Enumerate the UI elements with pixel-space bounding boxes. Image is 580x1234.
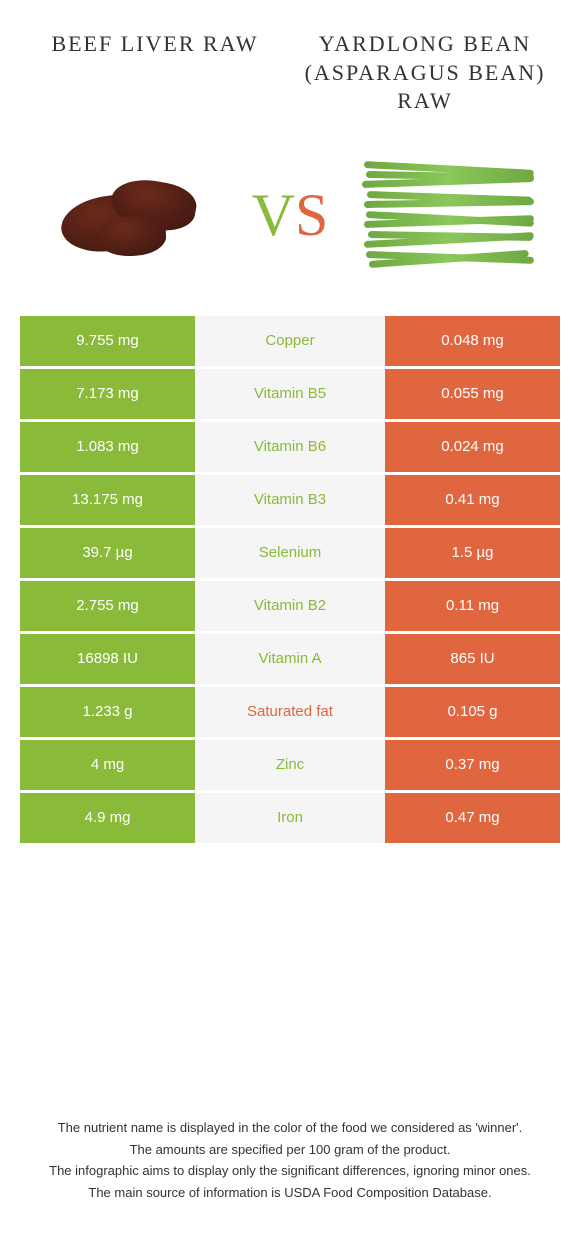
- nutrient-name: Selenium: [195, 528, 385, 578]
- vs-v: V: [252, 181, 295, 250]
- footer-line-1: The nutrient name is displayed in the co…: [20, 1118, 560, 1138]
- table-row: 4 mgZinc0.37 mg: [20, 740, 560, 790]
- footer-line-4: The main source of information is USDA F…: [20, 1183, 560, 1203]
- table-row: 1.233 gSaturated fat0.105 g: [20, 687, 560, 737]
- nutrient-name: Iron: [195, 793, 385, 843]
- left-food-title: Beef liver raw: [20, 30, 290, 59]
- nutrient-name: Vitamin B6: [195, 422, 385, 472]
- left-value: 1.233 g: [20, 687, 195, 737]
- beef-liver-icon: [56, 171, 206, 261]
- left-food-header: Beef liver raw: [20, 30, 290, 116]
- vs-label: VS: [252, 181, 329, 250]
- yardlong-bean-icon: [364, 146, 534, 286]
- nutrient-name: Zinc: [195, 740, 385, 790]
- footer-line-3: The infographic aims to display only the…: [20, 1161, 560, 1181]
- left-food-image: [20, 136, 242, 296]
- left-value: 4 mg: [20, 740, 195, 790]
- right-value: 0.048 mg: [385, 316, 560, 366]
- nutrient-name: Vitamin B3: [195, 475, 385, 525]
- left-value: 16898 IU: [20, 634, 195, 684]
- right-value: 0.47 mg: [385, 793, 560, 843]
- right-value: 0.41 mg: [385, 475, 560, 525]
- right-value: 0.11 mg: [385, 581, 560, 631]
- left-value: 4.9 mg: [20, 793, 195, 843]
- nutrient-name: Copper: [195, 316, 385, 366]
- nutrient-name: Vitamin A: [195, 634, 385, 684]
- nutrient-name: Saturated fat: [195, 687, 385, 737]
- right-food-image: [338, 136, 560, 296]
- table-row: 16898 IUVitamin A865 IU: [20, 634, 560, 684]
- table-row: 9.755 mgCopper0.048 mg: [20, 316, 560, 366]
- footer-line-2: The amounts are specified per 100 gram o…: [20, 1140, 560, 1160]
- table-row: 13.175 mgVitamin B30.41 mg: [20, 475, 560, 525]
- right-value: 865 IU: [385, 634, 560, 684]
- header: Beef liver raw Yardlong bean (Asparagus …: [0, 0, 580, 126]
- nutrient-table: 9.755 mgCopper0.048 mg7.173 mgVitamin B5…: [20, 316, 560, 843]
- right-food-header: Yardlong bean (Asparagus bean) raw: [290, 30, 560, 116]
- table-row: 39.7 µgSelenium1.5 µg: [20, 528, 560, 578]
- right-value: 0.105 g: [385, 687, 560, 737]
- left-value: 9.755 mg: [20, 316, 195, 366]
- left-value: 13.175 mg: [20, 475, 195, 525]
- vs-row: VS: [0, 126, 580, 316]
- right-value: 0.055 mg: [385, 369, 560, 419]
- vs-s: S: [295, 181, 328, 250]
- table-row: 7.173 mgVitamin B50.055 mg: [20, 369, 560, 419]
- nutrient-name: Vitamin B5: [195, 369, 385, 419]
- table-row: 1.083 mgVitamin B60.024 mg: [20, 422, 560, 472]
- left-value: 2.755 mg: [20, 581, 195, 631]
- nutrient-name: Vitamin B2: [195, 581, 385, 631]
- footer-notes: The nutrient name is displayed in the co…: [20, 1118, 560, 1204]
- right-value: 1.5 µg: [385, 528, 560, 578]
- left-value: 1.083 mg: [20, 422, 195, 472]
- left-value: 7.173 mg: [20, 369, 195, 419]
- right-value: 0.024 mg: [385, 422, 560, 472]
- table-row: 2.755 mgVitamin B20.11 mg: [20, 581, 560, 631]
- left-value: 39.7 µg: [20, 528, 195, 578]
- right-value: 0.37 mg: [385, 740, 560, 790]
- table-row: 4.9 mgIron0.47 mg: [20, 793, 560, 843]
- right-food-title: Yardlong bean (Asparagus bean) raw: [290, 30, 560, 116]
